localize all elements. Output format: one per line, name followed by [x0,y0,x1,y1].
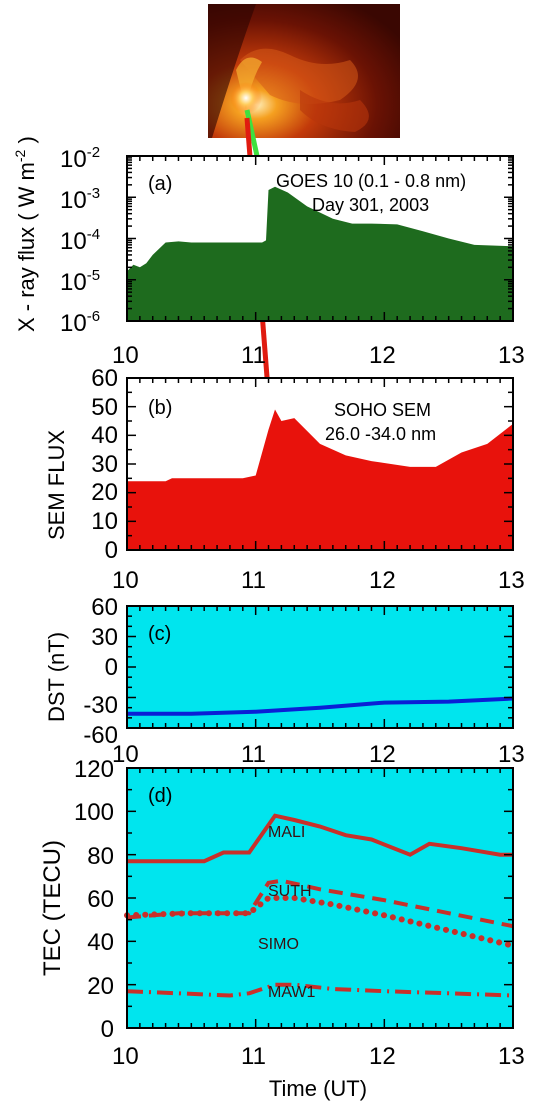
panel-a-y-tick-label: 10-4 [60,226,100,255]
y-tick-label: 60 [87,886,114,913]
panel-b-ticks [126,377,514,551]
panel-b-x-tick-labels: 10 11 12 13 [112,567,525,594]
panel-b-y-tick-labels: 0 10 20 30 40 50 60 [91,365,118,564]
panel-d-x-tick-labels: 10 11 12 13 [112,1043,525,1070]
panel-b-label: (b) [148,397,172,419]
x-tick-label: 10 [112,741,139,768]
y-tick-label: 50 [91,394,118,421]
y-tick-label: 0 [101,1016,114,1043]
y-tick-label: 20 [91,479,118,506]
panel-a-y-tick-label: 10-3 [60,185,100,214]
series-line-maw1 [126,982,514,998]
panel-b-area-series [127,409,513,550]
y-tick-label: 10 [91,508,118,535]
series-line-simo [124,895,516,949]
panel-d-series-labels: MALI SUTH SIMO MAW1 [258,824,316,1001]
y-tick-label: 40 [91,422,118,449]
svg-text:10-4: 10-4 [60,226,100,255]
panel-c-ticks [126,605,514,729]
panel-d-series [124,813,516,998]
panel-a-ticks [126,155,514,322]
panel-a-y-tick-label: 10-5 [60,267,100,296]
panel-b-annotation-2: 26.0 -34.0 nm [325,424,436,444]
panel-a-y-tick-label: 10-6 [60,308,100,337]
panel-a: 10-6 10-5 10-4 10-3 10-2 (a) GOES 10 (0.… [12,136,525,369]
panel-a-y-tick-labels: 10-6 10-5 10-4 10-3 10-2 [60,144,100,337]
x-tick-label: 12 [369,342,396,369]
x-tick-label: 12 [369,741,396,768]
x-tick-label: 13 [498,567,525,594]
panel-b-ylabel: SEM FLUX [44,430,69,540]
panel-a-annotation-1: GOES 10 (0.1 - 0.8 nm) [276,171,466,191]
panel-a-y-tick-label: 10-2 [60,144,100,173]
x-tick-label: 11 [241,1043,266,1070]
panel-b: 0 10 20 30 40 50 60 (b) SOHO SEM 26.0 -3… [44,365,525,594]
x-tick-label: 13 [498,741,525,768]
panel-a-ylabel: X - ray flux ( W m-2 ) [12,136,39,332]
series-label-simo: SIMO [258,936,299,953]
y-tick-label: 80 [87,843,114,870]
x-tick-label: 13 [498,342,525,369]
series-label-mali: MALI [268,824,305,841]
y-tick-label: 40 [87,929,114,956]
panel-a-annotation-2: Day 301, 2003 [312,195,429,215]
x-tick-label: 11 [241,741,266,768]
y-tick-label: 30 [91,451,118,478]
panel-c: -60 -30 0 30 60 (c) DST (nT) 10 11 12 13 [44,594,525,768]
y-tick-label: -60 [83,722,118,749]
panel-c-label: (c) [148,623,171,645]
x-tick-label: 12 [369,567,396,594]
x-tick-label: 10 [112,342,139,369]
panel-c-y-tick-labels: -60 -30 0 30 60 [83,594,118,749]
x-tick-label: 10 [112,567,139,594]
panel-a-x-tick-labels: 10 11 12 13 [112,342,525,369]
x-tick-label: 11 [241,567,266,594]
y-tick-label: 30 [91,624,118,651]
svg-text:10-5: 10-5 [60,267,100,296]
y-tick-label: 60 [91,594,118,621]
x-tick-label: 10 [112,1043,139,1070]
solar-image [208,4,400,138]
x-tick-label: 12 [369,1043,396,1070]
y-tick-label: 20 [87,973,114,1000]
panel-d-label: (d) [148,785,172,807]
panel-a-area-series [127,186,513,321]
y-tick-label: 0 [105,654,118,681]
panel-b-annotation-1: SOHO SEM [334,400,431,420]
panel-d-xlabel: Time (UT) [269,1076,367,1101]
panel-c-dst-series [127,696,514,716]
y-tick-label: 0 [105,537,118,564]
y-tick-label: 120 [74,756,114,783]
y-tick-label: -30 [83,692,118,719]
panel-d-ylabel: TEC (TECU) [39,840,66,976]
svg-text:10-3: 10-3 [60,185,100,214]
panel-d-ticks [126,767,514,1029]
panel-d: 0 20 40 60 80 100 120 (d) MALI SUTH SIMO… [39,756,525,1101]
x-tick-label: 13 [498,1043,525,1070]
y-tick-label: 100 [74,799,114,826]
panel-a-label: (a) [148,173,172,195]
svg-text:10-6: 10-6 [60,308,100,337]
y-tick-label: 60 [91,365,118,392]
panel-d-y-tick-labels: 0 20 40 60 80 100 120 [74,756,114,1043]
series-label-maw1: MAW1 [268,984,316,1001]
series-line-mali [127,813,513,864]
series-label-suth: SUTH [268,883,312,900]
svg-text:10-2: 10-2 [60,144,100,173]
panel-d-plot-area [127,768,513,1028]
x-tick-label: 11 [241,342,266,369]
panel-c-ylabel: DST (nT) [44,632,69,722]
panel-c-x-tick-labels: 10 11 12 13 [112,741,525,768]
